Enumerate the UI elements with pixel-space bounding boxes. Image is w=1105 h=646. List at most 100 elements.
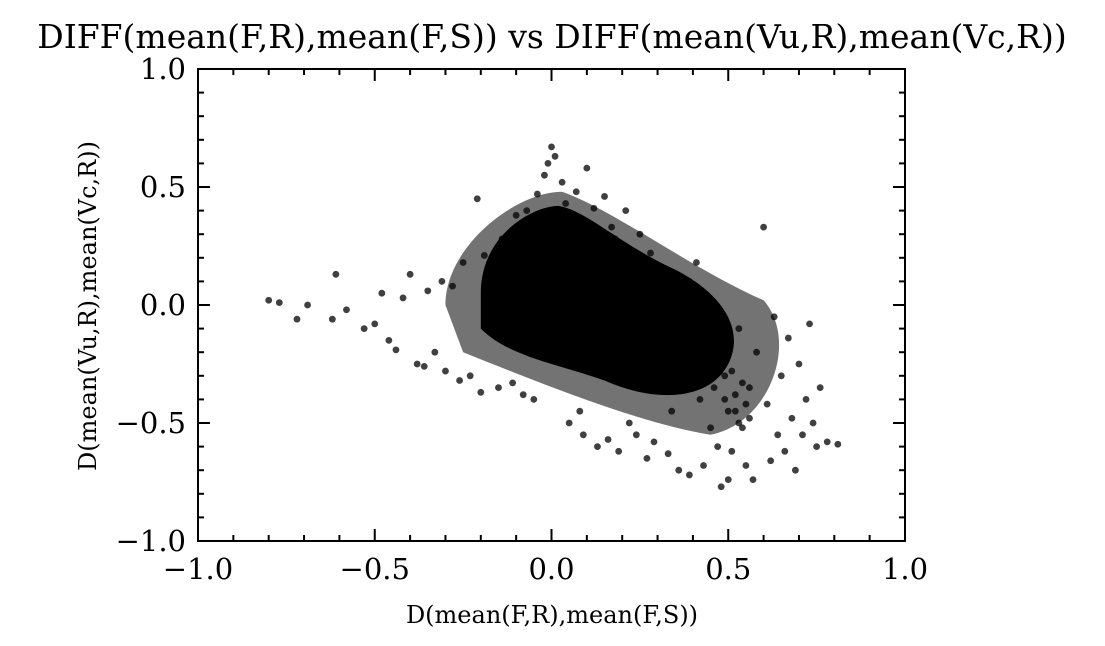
data-point xyxy=(647,249,654,257)
data-point xyxy=(809,419,817,427)
data-point xyxy=(565,266,573,273)
data-point xyxy=(424,287,432,295)
y-tick-label: −1.0 xyxy=(116,524,186,558)
data-point xyxy=(792,466,799,474)
data-point xyxy=(685,278,693,285)
data-point xyxy=(661,273,669,281)
y-tick-label: 0.0 xyxy=(140,288,186,322)
x-tick-label: 1.0 xyxy=(882,552,928,586)
data-point xyxy=(625,419,633,427)
data-points xyxy=(265,143,842,491)
data-point xyxy=(569,216,577,224)
data-point xyxy=(770,313,778,321)
data-point xyxy=(328,315,336,323)
data-point xyxy=(431,348,439,356)
y-tick-label: 0.5 xyxy=(140,170,186,204)
data-point xyxy=(816,384,824,391)
data-point xyxy=(526,249,534,257)
data-point xyxy=(731,407,739,415)
data-point xyxy=(813,443,821,450)
data-point xyxy=(392,346,400,354)
data-point xyxy=(265,296,273,304)
data-point xyxy=(763,400,771,408)
data-point xyxy=(420,362,428,370)
data-point xyxy=(629,266,637,273)
data-point xyxy=(724,407,732,415)
x-tick-label: 0.0 xyxy=(528,552,574,586)
data-point xyxy=(590,204,598,212)
data-point xyxy=(601,259,608,266)
axis-ticks xyxy=(197,68,906,542)
data-point xyxy=(622,207,630,215)
y-tick-labels: −1.0 −0.5 0.0 0.5 1.0 xyxy=(116,52,186,558)
data-point xyxy=(480,252,488,259)
data-point xyxy=(442,367,449,375)
data-point xyxy=(802,396,810,403)
data-point xyxy=(385,337,393,344)
data-point xyxy=(449,282,456,290)
data-point xyxy=(530,396,538,403)
data-point xyxy=(512,211,520,219)
data-point xyxy=(583,164,591,172)
data-point xyxy=(572,188,580,196)
data-point xyxy=(654,294,661,302)
x-axis-label: D(mean(F,R),mean(F,S)) xyxy=(406,601,698,629)
data-point xyxy=(675,325,683,332)
data-point xyxy=(477,388,485,396)
data-point xyxy=(671,282,679,290)
data-point xyxy=(275,299,283,307)
data-point xyxy=(703,353,711,361)
data-point xyxy=(693,259,700,266)
data-point xyxy=(618,252,626,259)
data-point xyxy=(746,414,753,422)
data-point xyxy=(777,372,785,380)
data-point xyxy=(650,438,658,446)
data-point xyxy=(558,178,566,186)
data-point xyxy=(537,230,545,238)
data-point xyxy=(632,431,640,439)
chart-title: DIFF(mean(F,R),mean(F,S)) vs DIFF(mean(V… xyxy=(37,17,1067,56)
data-point xyxy=(717,348,725,356)
data-point xyxy=(371,320,379,328)
data-point xyxy=(799,431,806,439)
data-point xyxy=(689,360,697,368)
data-point xyxy=(746,384,753,391)
y-tick-label: 1.0 xyxy=(140,52,186,86)
data-point xyxy=(710,384,718,391)
data-point xyxy=(615,447,623,455)
data-point xyxy=(795,360,803,368)
data-point xyxy=(541,242,548,250)
data-point xyxy=(689,313,697,321)
data-point xyxy=(473,195,481,203)
data-point xyxy=(714,443,722,450)
data-point xyxy=(738,424,746,432)
x-tick-label: 0.5 xyxy=(705,552,751,586)
data-point xyxy=(438,278,446,285)
data-point xyxy=(456,377,463,384)
data-point xyxy=(579,431,587,439)
data-point xyxy=(774,431,782,439)
data-point xyxy=(710,329,718,337)
data-point xyxy=(343,306,350,314)
data-point xyxy=(682,372,690,380)
data-point xyxy=(717,483,725,491)
data-point xyxy=(548,143,555,151)
data-point xyxy=(576,407,584,415)
data-point xyxy=(459,259,467,266)
data-point xyxy=(562,200,570,207)
data-point xyxy=(735,419,743,427)
data-point xyxy=(360,325,368,332)
data-point xyxy=(731,391,739,399)
data-point xyxy=(406,270,414,278)
data-point xyxy=(378,289,386,297)
data-point xyxy=(668,407,676,415)
data-point xyxy=(728,447,736,455)
data-point xyxy=(551,230,559,238)
data-point xyxy=(601,193,608,200)
data-point xyxy=(700,462,707,469)
data-point xyxy=(544,160,552,167)
data-point xyxy=(533,190,541,198)
data-point xyxy=(721,372,729,380)
data-point xyxy=(636,230,644,238)
data-point xyxy=(781,447,789,455)
